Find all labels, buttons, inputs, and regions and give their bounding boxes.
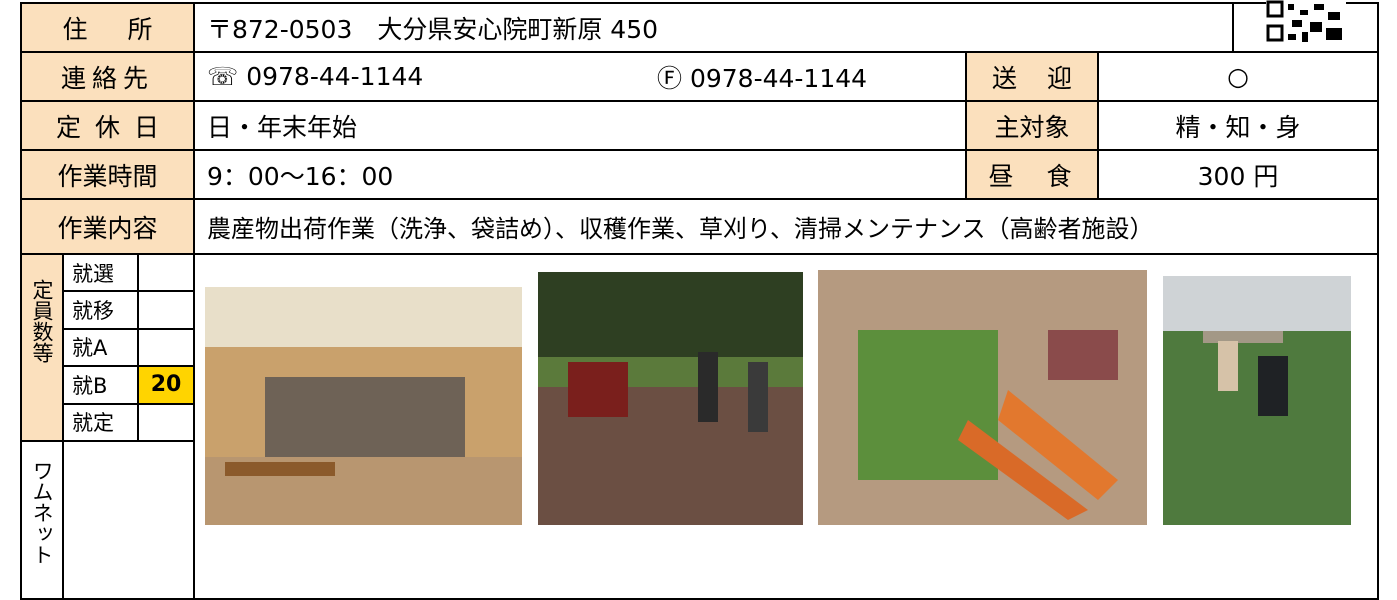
blank-cell — [62, 440, 195, 600]
label-cell: 作業内容 — [20, 198, 195, 255]
address: 〒872-0503 大分県安心院町新原 450 — [207, 14, 659, 44]
label-cell: 送迎 — [965, 51, 1099, 102]
label: 昼 食 — [988, 161, 1076, 191]
label: 定休日 — [55, 112, 173, 142]
label-cell: 昼 食 — [965, 149, 1099, 200]
value: ○ — [1227, 62, 1249, 91]
label: 主対象 — [994, 112, 1070, 142]
label: ワムネット — [30, 460, 54, 565]
value: 農産物出荷作業（洗浄、袋詰め）、収穫作業、草刈り、清掃メンテナンス（高齢者施設） — [207, 215, 1154, 243]
contact-cell: ☏ 0978-44-1144 Ⓕ 0978-44-1144 — [193, 51, 967, 102]
capacity-label-cell: 就B — [62, 365, 139, 405]
qr-cell — [1232, 0, 1379, 53]
capacity-label-cell-text: 就選 — [72, 261, 114, 286]
value-cell: 9：00～16：00 — [193, 149, 967, 200]
capacity-label-cell-text: 就定 — [72, 411, 114, 436]
photo — [205, 287, 522, 525]
value-cell: 日・年末年始 — [193, 100, 967, 151]
tel: ☏ 0978-44-1144 — [207, 62, 424, 91]
capacity-label-cell-text: 就A — [72, 336, 108, 361]
label-cell: 住所 — [20, 2, 195, 53]
label-cell: 連絡先 — [20, 51, 195, 102]
address-cell: 〒872-0503 大分県安心院町新原 450 — [193, 2, 1234, 53]
capacity-value-cell — [137, 327, 195, 368]
label: 住所 — [62, 14, 193, 44]
capacity-value-cell — [137, 402, 195, 442]
value: 精・知・身 — [1175, 112, 1301, 142]
label: 作業内容 — [57, 213, 158, 243]
photo — [1163, 276, 1351, 525]
capacity-label-cell-text: 就B — [72, 373, 108, 398]
capacity-value-cell — [137, 290, 195, 330]
photo — [538, 272, 803, 525]
label-cell: 定休日 — [20, 100, 195, 151]
photo — [818, 270, 1147, 525]
value-cell: 精・知・身 — [1097, 100, 1379, 151]
capacity-value-cell: 20 — [137, 365, 195, 405]
capacity-label-cell: 就A — [62, 327, 139, 368]
label-cell: 作業時間 — [20, 149, 195, 200]
value-cell: 300 円 — [1097, 149, 1379, 200]
label: 送迎 — [991, 63, 1102, 93]
fax: Ⓕ 0978-44-1144 — [657, 63, 868, 93]
value-cell: 農産物出荷作業（洗浄、袋詰め）、収穫作業、草刈り、清掃メンテナンス（高齢者施設） — [193, 198, 1379, 255]
label: 定員数等 — [30, 279, 54, 363]
capacity-value-cell-text: 20 — [150, 372, 182, 398]
capacity-label-cell-text: 就移 — [72, 299, 114, 324]
value: 9：00～16：00 — [207, 161, 394, 191]
label-cell: 主対象 — [965, 100, 1099, 151]
label-cell: 定員数等 — [20, 253, 64, 442]
value-cell: ○ — [1097, 51, 1379, 102]
capacity-label-cell: 就定 — [62, 402, 139, 442]
value: 日・年末年始 — [207, 112, 358, 142]
label: 連絡先 — [60, 63, 154, 93]
value: 300 円 — [1197, 161, 1279, 191]
label: 作業時間 — [57, 161, 158, 191]
capacity-value-cell — [137, 253, 195, 293]
qr-code — [1266, 0, 1346, 44]
label-cell: ワムネット — [20, 440, 64, 600]
capacity-label-cell: 就選 — [62, 253, 139, 293]
capacity-label-cell: 就移 — [62, 290, 139, 330]
